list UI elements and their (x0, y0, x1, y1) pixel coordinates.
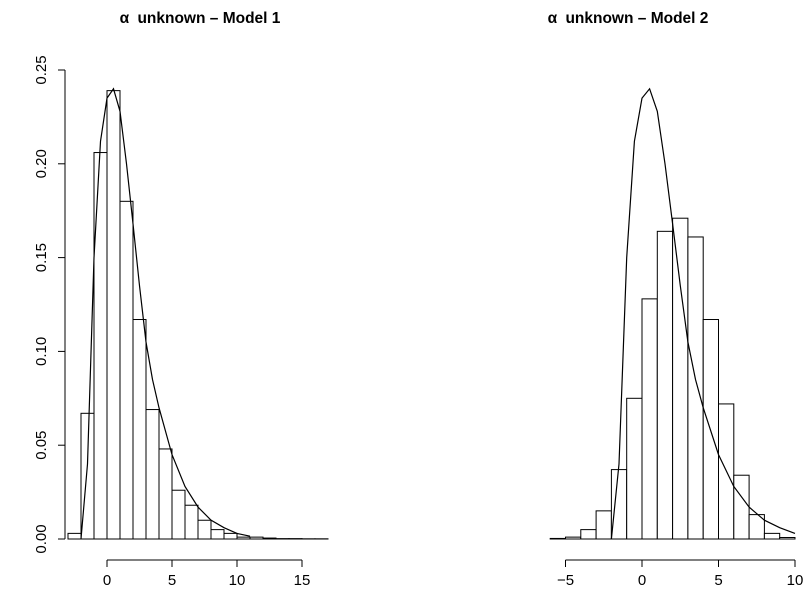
left-bar-11 (210, 529, 225, 540)
left-density-curve (80, 87, 251, 540)
left-title-text: unknown – Model 1 (137, 10, 280, 27)
right-x-tick-label: 10 (787, 572, 804, 589)
right-bar-8 (672, 217, 689, 540)
left-y-tick-label: 0.20 (33, 149, 50, 178)
left-bar-2 (93, 152, 108, 540)
left-bar-12 (223, 532, 238, 540)
left-y-tick-label: 0.05 (33, 431, 50, 460)
right-title-text: unknown – Model 2 (565, 10, 708, 27)
left-panel: 0 5 10 15 0.00 0.05 0.10 0.15 0.20 0.25 (33, 55, 329, 589)
right-bar-7 (656, 230, 674, 540)
right-x-tick-label: 0 (638, 572, 646, 589)
left-bar-15 (262, 537, 277, 540)
left-x-tick-label: 10 (229, 572, 246, 589)
right-bar-5 (626, 397, 643, 540)
left-y-tick-label: 0.25 (33, 55, 50, 84)
left-y-tick-label: 0.10 (33, 337, 50, 366)
left-y-tick-label: 0.15 (33, 243, 50, 272)
left-bar-13 (236, 536, 251, 540)
right-bar-6 (641, 298, 658, 540)
right-bar-2 (580, 529, 597, 540)
left-bar-5 (132, 319, 147, 540)
left-bar-9 (184, 504, 199, 540)
right-bar-13 (748, 514, 765, 540)
right-bar-0 (549, 537, 567, 540)
right-bar-3 (595, 510, 612, 540)
right-bar-12 (733, 474, 750, 540)
right-x-tick-label: −5 (557, 572, 574, 589)
left-title-symbol: α (120, 10, 130, 27)
left-bar-6 (145, 409, 160, 540)
right-bar-9 (687, 236, 704, 540)
right-bar-1 (565, 536, 582, 540)
left-bar-7 (158, 448, 173, 540)
right-bar-14 (763, 532, 781, 540)
left-x-tick-label: 15 (294, 572, 311, 589)
left-bar-0 (67, 532, 82, 540)
left-bar-10 (197, 519, 212, 540)
right-bar-4 (610, 469, 628, 540)
right-density-curve (610, 87, 796, 540)
right-panel: −5 0 5 10 (549, 87, 804, 589)
right-bar-15 (779, 536, 796, 540)
left-bar-8 (171, 489, 186, 540)
left-y-tick-label: 0.00 (33, 524, 50, 553)
left-bar-4 (119, 200, 134, 540)
left-bar-14 (249, 536, 264, 540)
left-x-tick-label: 0 (103, 572, 111, 589)
left-x-tick-label: 5 (168, 572, 176, 589)
right-title-symbol: α (548, 10, 558, 27)
right-x-tick-label: 5 (714, 572, 722, 589)
right-title: α unknown – Model 2 (548, 10, 709, 27)
left-bar-3 (106, 90, 121, 540)
left-title: α unknown – Model 1 (120, 10, 281, 27)
